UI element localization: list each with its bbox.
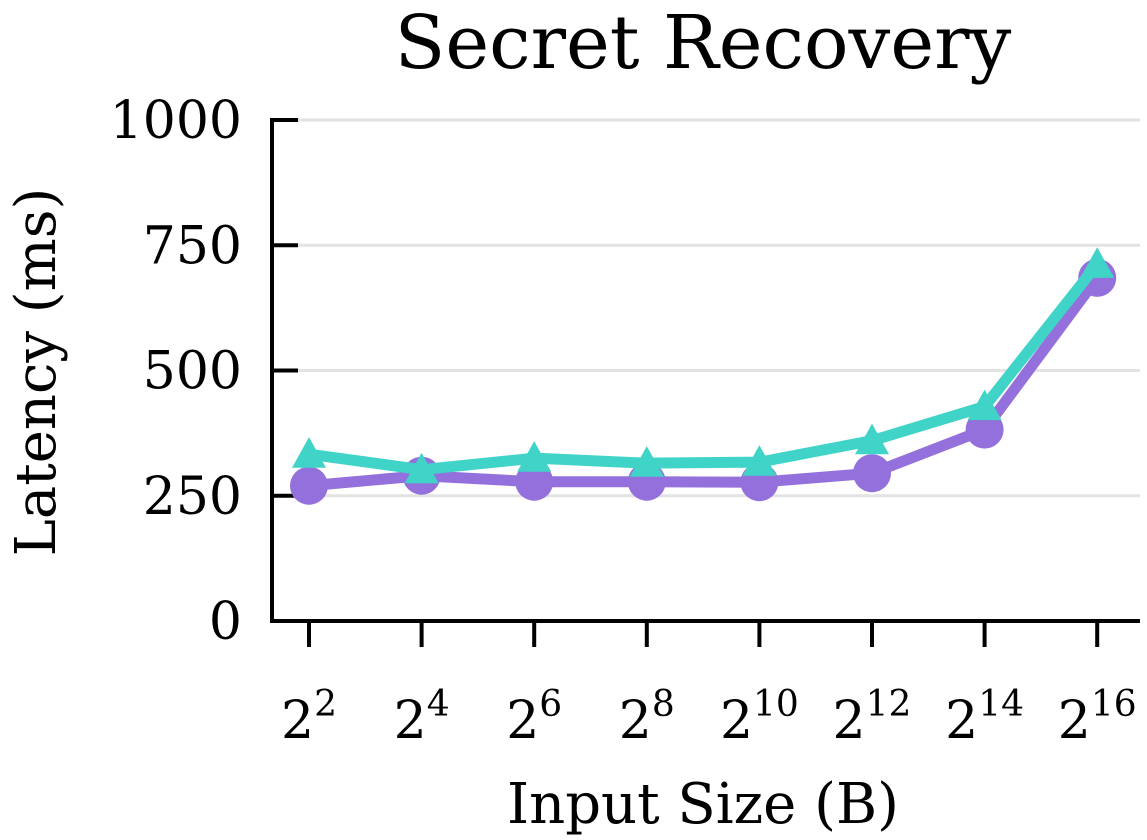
- x-tick-label: 28: [619, 684, 675, 751]
- y-axis-ticks: 0 250 500 750 1000: [110, 91, 298, 652]
- x-tick-label: 210: [720, 684, 799, 751]
- x-tick-exponent: 8: [652, 684, 675, 725]
- data-point-circle: [290, 466, 328, 505]
- y-tick-label: 750: [143, 216, 242, 276]
- x-tick-base: 2: [833, 691, 866, 751]
- y-axis-label: Latency (ms): [4, 188, 69, 557]
- y-tick-label: 0: [209, 592, 242, 652]
- data-point-triangle: [292, 437, 326, 468]
- x-tick-label: 26: [506, 684, 562, 751]
- data-point-circle: [853, 454, 891, 493]
- x-tick-base: 2: [720, 691, 753, 751]
- x-tick-exponent: 10: [753, 684, 799, 725]
- x-tick-base: 2: [945, 691, 978, 751]
- x-tick-exponent: 6: [539, 684, 562, 725]
- x-tick-base: 2: [281, 691, 314, 751]
- x-tick-label: 214: [945, 684, 1024, 751]
- x-tick-label: 216: [1058, 684, 1137, 751]
- data-point-triangle: [742, 445, 777, 476]
- x-tick-exponent: 2: [314, 684, 337, 725]
- x-tick-label: 212: [833, 684, 912, 751]
- y-tick-label: 500: [143, 342, 242, 402]
- y-tick-label: 250: [143, 467, 242, 527]
- data-point-triangle: [855, 423, 889, 455]
- x-tick-base: 2: [619, 691, 652, 751]
- x-tick-base: 2: [1058, 691, 1091, 751]
- data-point-circle: [515, 462, 554, 501]
- series-line-0: [303, 272, 1103, 492]
- chart-title: Secret Recovery: [395, 0, 1012, 86]
- series-group: [290, 247, 1117, 505]
- x-axis-label: Input Size (B): [507, 772, 899, 837]
- x-axis-ticks: 22 24 26 28 210 212 214 216: [281, 621, 1137, 751]
- grid-lines: [272, 118, 1140, 498]
- data-point-triangle: [517, 441, 552, 472]
- x-tick-label: 22: [281, 684, 337, 751]
- x-tick-exponent: 12: [866, 684, 912, 725]
- series-1: [292, 247, 1115, 484]
- x-tick-label: 24: [394, 684, 450, 751]
- x-tick-exponent: 14: [978, 684, 1024, 725]
- data-point-triangle: [967, 389, 1002, 421]
- series-line-1: [303, 258, 1103, 476]
- x-tick-base: 2: [394, 691, 427, 751]
- x-tick-exponent: 16: [1091, 684, 1137, 725]
- y-tick-label: 1000: [110, 91, 242, 151]
- x-tick-base: 2: [506, 691, 539, 751]
- data-point-triangle: [629, 446, 664, 477]
- data-point-triangle: [1080, 247, 1115, 278]
- data-point-triangle: [404, 452, 439, 484]
- x-tick-exponent: 4: [427, 684, 450, 725]
